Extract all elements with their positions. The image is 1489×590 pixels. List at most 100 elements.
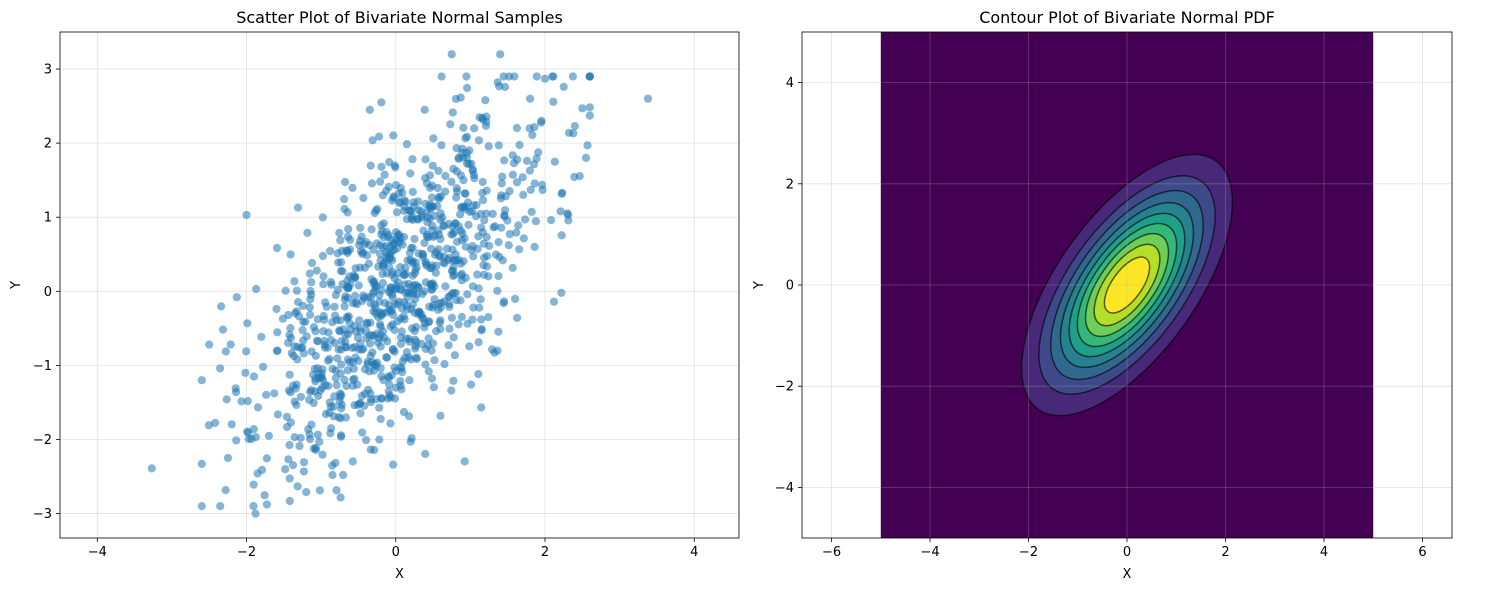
- scatter-point: [369, 307, 378, 316]
- scatter-point: [252, 284, 261, 294]
- scatter-point: [348, 381, 357, 390]
- scatter-point: [358, 428, 367, 437]
- scatter-point: [377, 310, 386, 319]
- plot-frame: [59, 31, 740, 539]
- scatter-point: [470, 124, 479, 133]
- scatter-point: [406, 169, 415, 178]
- scatter-point: [366, 161, 375, 170]
- scatter-point: [421, 155, 430, 164]
- scatter-point: [367, 225, 376, 234]
- scatter-point: [243, 319, 252, 328]
- scatter-point: [512, 178, 522, 187]
- scatter-point: [221, 347, 230, 356]
- y-tick-label: 3: [44, 63, 52, 78]
- scatter-point: [232, 436, 241, 445]
- scatter-point: [307, 347, 316, 356]
- scatter-point: [569, 129, 578, 138]
- scatter-point: [424, 318, 433, 327]
- scatter-point: [400, 315, 409, 324]
- scatter-point: [408, 215, 417, 224]
- scatter-point: [331, 311, 340, 320]
- contour-line: [1103, 256, 1151, 314]
- scatter-point: [298, 301, 308, 310]
- scatter-point: [349, 271, 358, 280]
- contour-panel: Contour Plot of Bivariate Normal PDF −6−…: [752, 8, 1453, 582]
- scatter-point: [366, 398, 375, 407]
- scatter-point: [242, 347, 251, 356]
- scatter-point: [556, 207, 565, 216]
- scatter-point: [494, 238, 503, 247]
- scatter-point: [307, 278, 316, 287]
- scatter-point: [333, 285, 342, 294]
- scatter-point: [526, 185, 535, 194]
- scatter-point: [292, 400, 301, 410]
- scatter-point: [557, 288, 566, 297]
- scatter-point: [446, 120, 455, 129]
- x-tick-label: 0: [1123, 545, 1131, 560]
- scatter-point: [379, 219, 388, 228]
- x-axis-ticks: −6 −4 −2 0 2 4 6: [822, 538, 1427, 560]
- scatter-point: [328, 461, 337, 470]
- scatter-point: [331, 366, 340, 375]
- scatter-point: [482, 233, 491, 242]
- scatter-point: [439, 252, 448, 261]
- scatter-point: [484, 313, 493, 322]
- scatter-point: [197, 502, 206, 511]
- x-axis-label: X: [1123, 567, 1132, 582]
- scatter-point: [459, 123, 468, 132]
- scatter-point: [519, 190, 528, 199]
- scatter-point: [281, 465, 290, 474]
- scatter-point: [424, 367, 433, 376]
- scatter-point: [433, 183, 442, 193]
- scatter-point: [305, 269, 314, 278]
- scatter-point: [286, 388, 295, 397]
- scatter-point: [197, 459, 206, 468]
- scatter-point: [473, 270, 482, 279]
- scatter-point: [319, 311, 328, 321]
- scatter-point: [494, 141, 503, 150]
- scatter-point: [430, 211, 439, 220]
- scatter-point: [451, 94, 460, 104]
- contour-line: [1020, 153, 1234, 417]
- scatter-point: [498, 256, 507, 265]
- scatter-point: [385, 380, 394, 389]
- contour-line: [1068, 212, 1186, 358]
- scatter-point: [452, 144, 461, 153]
- scatter-points: [147, 50, 653, 518]
- scatter-point: [289, 351, 298, 361]
- scatter-point: [425, 202, 434, 211]
- scatter-point: [447, 386, 456, 395]
- scatter-point: [583, 141, 592, 150]
- scatter-point: [309, 398, 318, 408]
- scatter-point: [281, 286, 290, 295]
- contour-lines: [1020, 153, 1234, 417]
- scatter-point: [296, 392, 305, 401]
- scatter-point: [474, 136, 483, 145]
- scatter-point: [488, 209, 497, 218]
- scatter-point: [357, 391, 366, 401]
- x-tick-label: −2: [237, 545, 256, 560]
- scatter-point: [355, 399, 364, 408]
- x-tick-label: 6: [1418, 545, 1426, 560]
- scatter-point: [348, 183, 357, 192]
- scatter-point: [251, 509, 260, 518]
- scatter-point: [244, 428, 253, 437]
- scatter-point: [391, 383, 400, 392]
- scatter-point: [356, 223, 365, 232]
- scatter-point: [356, 409, 365, 418]
- scatter-point: [260, 491, 269, 500]
- scatter-point: [226, 340, 235, 349]
- scatter-point: [397, 327, 406, 336]
- scatter-point: [341, 177, 350, 187]
- scatter-point: [231, 384, 240, 393]
- scatter-point: [419, 226, 428, 235]
- scatter-point: [470, 174, 479, 183]
- scatter-point: [378, 279, 387, 288]
- scatter-point: [457, 236, 467, 245]
- scatter-point: [420, 238, 429, 248]
- scatter-point: [505, 187, 514, 196]
- scatter-point: [380, 170, 389, 179]
- scatter-point: [382, 186, 391, 195]
- x-tick-label: 0: [392, 545, 400, 560]
